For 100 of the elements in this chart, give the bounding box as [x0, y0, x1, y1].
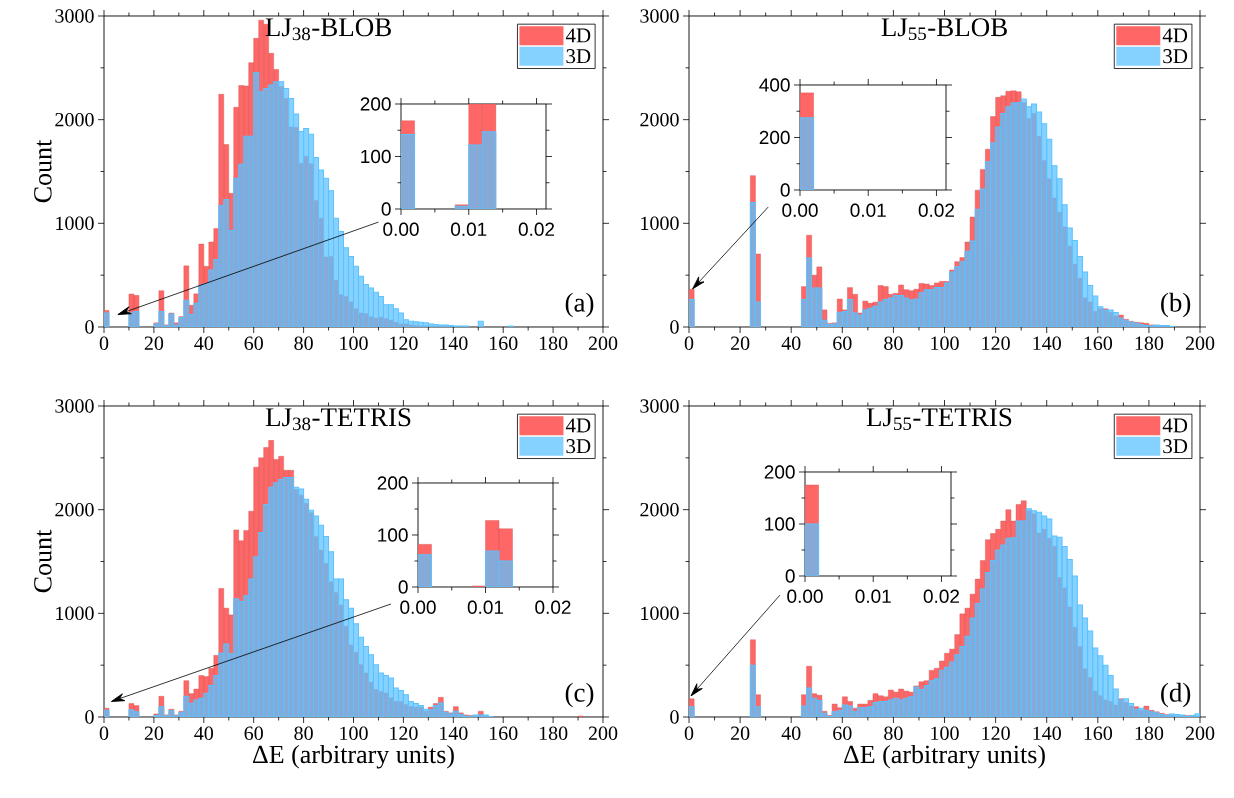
- x-tick-label: 200: [1185, 336, 1215, 351]
- x-tick-label: 0.00: [383, 222, 419, 236]
- y-tick-label: 0: [85, 320, 94, 334]
- x-tick-label: 200: [588, 336, 618, 351]
- y-tick-label: 1000: [56, 606, 94, 621]
- x-tick-label: 0: [684, 336, 694, 351]
- x-tick-label: 0.02: [918, 203, 954, 217]
- x-tick-label: 80: [294, 726, 313, 741]
- annotation: (b): [1161, 292, 1191, 318]
- y-tick-label: 200: [759, 130, 790, 145]
- x-tick-label: 100: [931, 726, 959, 741]
- y-tick-label: 0: [670, 320, 679, 334]
- y-tick-label: 3000: [55, 9, 94, 23]
- y-tick-label: 100: [361, 149, 391, 164]
- y-tick-label: 2000: [640, 112, 679, 127]
- x-tick-label: 0.01: [850, 203, 886, 217]
- x-tick-label: 160: [489, 726, 518, 741]
- x-tick-label: 100: [340, 336, 368, 351]
- x-tick-label: 60: [244, 726, 263, 741]
- y-tick-label: 0: [85, 710, 94, 724]
- x-tick-label: 80: [884, 336, 903, 351]
- legend-label: 4D: [1162, 418, 1188, 433]
- y-tick-label: 0: [785, 569, 795, 583]
- legend-label: 4D: [565, 418, 591, 433]
- y-tick-label: 0: [398, 580, 408, 594]
- y-tick-label: 200: [360, 97, 391, 111]
- x-tick-label: 20: [730, 726, 750, 741]
- y-tick-label: 3000: [640, 399, 679, 413]
- y-tick-label: 2000: [640, 502, 679, 517]
- y-tick-label: 1000: [641, 216, 679, 231]
- x-tick-label: 0.00: [787, 589, 823, 603]
- x-tick-label: 60: [833, 336, 852, 351]
- x-tick-label: 120: [982, 336, 1010, 351]
- y-tick-label: 0: [780, 183, 790, 197]
- annotation: (d): [1161, 682, 1191, 708]
- x-tick-label: 60: [833, 726, 852, 741]
- y-tick-label: 0: [670, 710, 679, 724]
- legend-label: 3D: [1163, 49, 1188, 64]
- x-tick-label: 160: [1084, 336, 1113, 351]
- y-tick-label: 400: [759, 78, 790, 92]
- x-tick-label: 40: [194, 336, 214, 351]
- y-tick-label: 2000: [55, 112, 94, 127]
- y-tick-label: 3000: [55, 399, 94, 413]
- y-axis-title: Count: [34, 139, 52, 203]
- x-axis-title: ΔE (arbitrary units): [253, 744, 454, 769]
- x-tick-label: 40: [781, 336, 801, 351]
- x-tick-label: 200: [588, 726, 618, 741]
- x-tick-label: 120: [390, 336, 418, 351]
- x-tick-label: 180: [1135, 726, 1164, 741]
- x-tick-label: 100: [931, 336, 959, 351]
- y-tick-label: 100: [765, 517, 795, 531]
- x-tick-label: 140: [440, 336, 468, 351]
- x-tick-label: 0.02: [535, 600, 571, 614]
- annotation: (c): [565, 682, 594, 708]
- x-tick-label: 160: [1084, 726, 1113, 741]
- y-tick-label: 200: [764, 465, 795, 479]
- x-tick-label: 120: [390, 726, 418, 741]
- x-tick-label: 0.01: [451, 222, 487, 236]
- x-tick-label: 0.00: [400, 600, 436, 614]
- x-tick-label: 160: [489, 336, 518, 351]
- x-tick-label: 20: [730, 336, 750, 351]
- legend-label: 4D: [565, 28, 591, 43]
- x-tick-label: 0.02: [518, 222, 555, 236]
- x-tick-label: 0: [99, 336, 109, 351]
- x-tick-label: 140: [440, 726, 468, 741]
- legend-label: 3D: [1163, 439, 1188, 454]
- x-tick-label: 0: [99, 726, 109, 741]
- x-tick-label: 0.01: [855, 589, 891, 603]
- x-tick-label: 0: [684, 726, 694, 741]
- legend-label: 4D: [1162, 28, 1188, 43]
- y-axis-title: Count: [34, 529, 52, 593]
- x-tick-label: 60: [244, 336, 263, 351]
- x-tick-label: 140: [1033, 726, 1061, 741]
- x-tick-label: 80: [294, 336, 313, 351]
- y-tick-label: 2000: [55, 502, 94, 517]
- y-tick-label: 100: [378, 528, 408, 542]
- x-tick-label: 100: [340, 726, 368, 741]
- chart-title: LJ$_{55}$-TETRIS: [866, 408, 1012, 431]
- x-tick-label: 20: [144, 336, 164, 351]
- x-tick-label: 20: [144, 726, 164, 741]
- x-tick-label: 120: [982, 726, 1010, 741]
- x-tick-label: 0.02: [923, 589, 959, 603]
- chart-title: LJ$_{38}$-TETRIS: [265, 408, 411, 431]
- annotation: (a): [565, 292, 594, 318]
- x-axis-title: ΔE (arbitrary units): [844, 744, 1045, 769]
- x-tick-label: 180: [539, 726, 568, 741]
- x-tick-label: 80: [884, 726, 903, 741]
- x-tick-label: 40: [194, 726, 214, 741]
- x-tick-label: 0.01: [467, 600, 504, 614]
- x-tick-label: 0.00: [782, 203, 818, 217]
- x-tick-label: 180: [1135, 336, 1164, 351]
- legend-label: 3D: [566, 49, 591, 64]
- y-tick-label: 1000: [56, 216, 94, 231]
- legend-label: 3D: [566, 439, 591, 454]
- y-tick-label: 200: [377, 476, 408, 490]
- x-tick-label: 140: [1033, 336, 1061, 351]
- x-tick-label: 40: [781, 726, 801, 741]
- x-tick-label: 200: [1185, 726, 1215, 741]
- y-tick-label: 1000: [641, 606, 679, 621]
- y-tick-label: 3000: [640, 9, 679, 23]
